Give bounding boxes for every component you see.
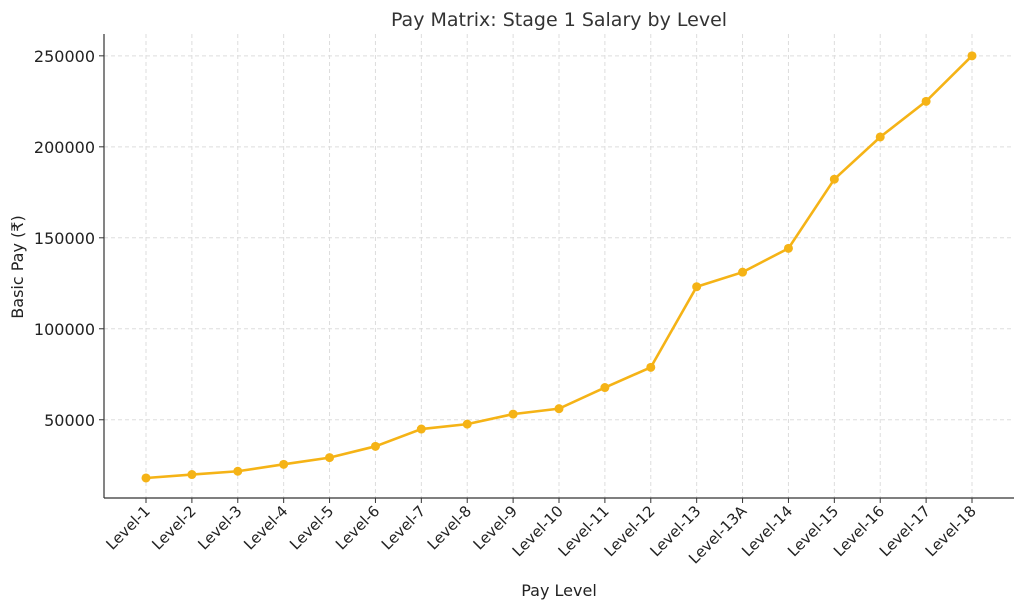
data-point [416, 424, 426, 434]
data-point [600, 383, 610, 393]
y-tick-label: 100000 [34, 320, 95, 339]
x-tick-label: Level-8 [424, 502, 475, 553]
data-point [967, 51, 977, 61]
data-point [325, 453, 335, 463]
data-point [692, 282, 702, 292]
data-point [508, 409, 518, 419]
y-tick-label: 200000 [34, 138, 95, 157]
x-tick-label: Level-4 [240, 502, 291, 553]
data-point [187, 470, 197, 480]
data-point [141, 473, 151, 483]
y-axis-label: Basic Pay (₹) [8, 215, 27, 318]
data-point [370, 441, 380, 451]
data-point [554, 404, 564, 414]
y-tick-label: 250000 [34, 47, 95, 66]
x-tick-label: Level-18 [922, 502, 980, 560]
data-point [738, 267, 748, 277]
data-point [279, 459, 289, 469]
x-tick-label: Level-5 [286, 502, 337, 553]
y-tick-label: 50000 [44, 411, 95, 430]
y-tick-label: 150000 [34, 229, 95, 248]
data-point [875, 132, 885, 142]
data-point [646, 362, 656, 372]
data-point [233, 466, 243, 476]
x-tick-label: Level-1 [103, 502, 154, 553]
chart-title: Pay Matrix: Stage 1 Salary by Level [391, 9, 727, 31]
x-tick-label: Level-2 [148, 502, 199, 553]
data-point [783, 243, 793, 253]
x-tick-label: Level-6 [332, 502, 383, 553]
data-point [829, 174, 839, 184]
x-tick-label: Level-3 [194, 502, 245, 553]
x-tick-label: Level-7 [378, 502, 429, 553]
x-axis-label: Pay Level [521, 581, 597, 600]
data-point [462, 419, 472, 429]
data-point [921, 96, 931, 106]
